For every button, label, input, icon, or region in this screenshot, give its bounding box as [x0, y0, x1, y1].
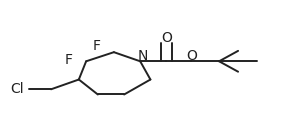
Text: F: F [65, 53, 73, 67]
Text: F: F [92, 39, 100, 53]
Text: O: O [161, 31, 172, 45]
Text: O: O [186, 49, 197, 63]
Text: Cl: Cl [10, 82, 24, 96]
Text: N: N [138, 49, 148, 63]
